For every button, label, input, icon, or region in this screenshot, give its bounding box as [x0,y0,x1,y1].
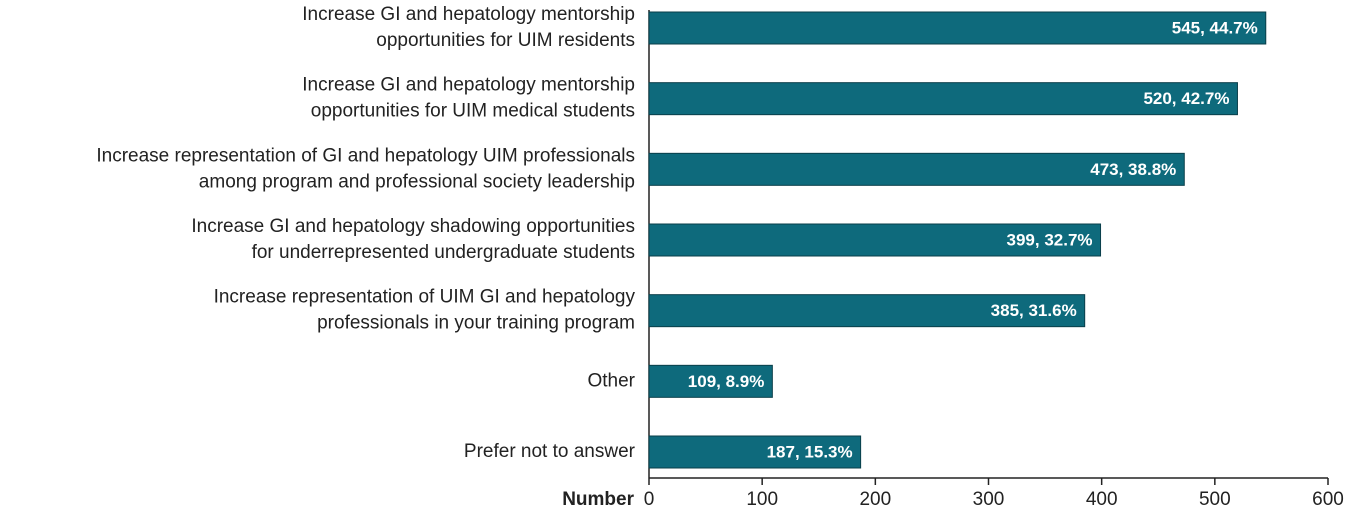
y-tick-label: Prefer not to answer [464,441,636,462]
y-tick-label: Other [587,370,635,391]
x-tick-label: 0 [644,489,655,510]
value-label: 187, 15.3% [767,442,853,461]
label-line: professionals in your training program [317,313,635,334]
value-label: 385, 31.6% [991,301,1077,320]
x-tick-label: 300 [973,489,1005,510]
bar [648,435,862,469]
label-line: Increase GI and hepatology shadowing opp… [191,216,635,237]
y-tick-label: Increase representation of GI and hepato… [96,145,635,192]
value-label: 109, 8.9% [688,372,765,391]
bar [648,82,1238,116]
value-label: 399, 32.7% [1007,230,1093,249]
y-tick-label: Increase GI and hepatology shadowing opp… [191,216,635,263]
x-tick-label: 500 [1199,489,1231,510]
label-line: Increase GI and hepatology mentorship [302,4,635,25]
label-line: for underrepresented undergraduate stude… [252,242,635,263]
bar [648,223,1102,257]
label-line: Increase GI and hepatology mentorship [302,75,635,96]
label-line: Increase representation of UIM GI and he… [214,287,636,308]
value-label: 473, 38.8% [1090,160,1176,179]
value-label: 520, 42.7% [1143,89,1229,108]
bar [648,294,1086,328]
x-axis-label: Number [562,489,634,510]
bar [648,152,1185,186]
x-tick-label: 400 [1086,489,1118,510]
label-line: opportunities for UIM medical students [311,101,635,122]
x-tick-label: 200 [859,489,891,510]
x-tick-label: 100 [746,489,778,510]
label-line: Increase representation of GI and hepato… [96,145,635,166]
bar [648,364,773,398]
bar [648,11,1267,45]
y-tick-label: Increase GI and hepatology mentorship opp… [302,4,635,51]
y-tick-label: Increase GI and hepatology mentorship opp… [302,75,635,122]
y-tick-label: Increase representation of UIM GI and he… [214,287,636,334]
label-line: among program and professional society l… [199,171,635,192]
x-tick-label: 600 [1312,489,1344,510]
value-label: 545, 44.7% [1172,18,1258,37]
label-line: opportunities for UIM residents [376,30,635,51]
